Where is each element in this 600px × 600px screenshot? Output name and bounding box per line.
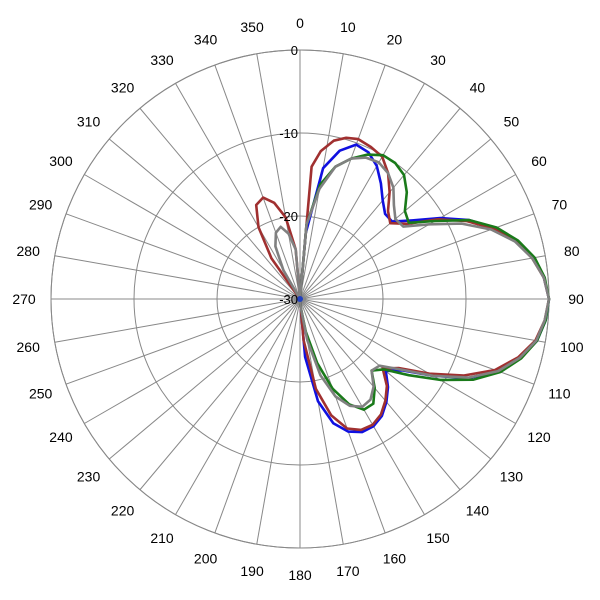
angle-tick-label: 60 — [531, 153, 547, 169]
angle-tick-label: 270 — [12, 291, 36, 307]
angle-tick-label: 350 — [240, 19, 264, 35]
grid-spoke — [299, 298, 386, 534]
grid-spoke — [299, 255, 546, 300]
grid-spoke — [139, 107, 301, 300]
grid-spoke — [299, 298, 492, 460]
grid-spoke — [299, 298, 461, 491]
grid-spoke — [84, 298, 301, 424]
angle-tick-label: 210 — [150, 530, 174, 546]
angle-tick-label: 310 — [77, 114, 101, 130]
angle-tick-label: 340 — [194, 32, 218, 48]
grid-spoke — [175, 83, 301, 300]
radial-tick-label: -10 — [279, 126, 298, 141]
series-line — [254, 196, 302, 301]
angle-tick-label: 90 — [568, 291, 584, 307]
angle-tick-label: 300 — [49, 153, 73, 169]
angle-tick-label: 100 — [560, 339, 584, 355]
series-line — [274, 225, 302, 301]
angle-tick-label: 20 — [387, 32, 403, 48]
angle-tick-label: 140 — [466, 502, 490, 518]
grid-spoke — [299, 298, 546, 343]
angle-tick-label: 160 — [383, 550, 407, 566]
angle-tick-label: 40 — [470, 80, 486, 96]
radial-tick-label: -30 — [279, 292, 298, 307]
angle-tick-label: 180 — [288, 567, 312, 583]
axis-labels: 0 10 20 30 40 50 60 70 80 90 100 110 120 130 140 150 160… — [12, 15, 584, 583]
grid-spoke — [256, 298, 301, 545]
series-line — [298, 156, 551, 409]
angle-tick-label: 280 — [17, 243, 41, 259]
grid-spoke — [54, 298, 301, 343]
grid-spoke — [299, 83, 425, 300]
angle-tick-label: 10 — [340, 19, 356, 35]
grid-spoke — [175, 298, 301, 515]
grid-spoke — [214, 298, 301, 534]
angle-tick-label: 320 — [111, 80, 135, 96]
angle-tick-label: 260 — [17, 339, 41, 355]
grid-spoke — [299, 107, 461, 300]
radial-tick-label: 0 — [291, 43, 298, 58]
angle-tick-label: 0 — [296, 15, 304, 31]
grid-spoke — [84, 174, 301, 300]
angle-tick-label: 170 — [336, 563, 360, 579]
grid-spoke — [139, 298, 301, 491]
grid-spoke — [65, 298, 301, 385]
grid-spoke — [299, 174, 516, 300]
series-layer — [254, 136, 551, 434]
angle-tick-label: 200 — [194, 550, 218, 566]
grid-spoke — [299, 64, 386, 300]
angle-tick-label: 120 — [527, 429, 551, 445]
grid-spoke — [299, 298, 516, 424]
angle-tick-label: 130 — [500, 468, 524, 484]
angle-tick-label: 50 — [504, 114, 520, 130]
grid-spoke — [108, 138, 301, 300]
angle-tick-label: 150 — [426, 530, 450, 546]
angle-tick-label: 80 — [564, 243, 580, 259]
grid-spoke — [54, 255, 301, 300]
angle-tick-label: 230 — [77, 468, 101, 484]
angle-tick-label: 290 — [29, 197, 53, 213]
grid-spoke — [256, 53, 301, 300]
center-point — [297, 296, 303, 302]
grid-spoke — [214, 64, 301, 300]
radial-tick-label: -20 — [279, 209, 298, 224]
angle-tick-label: 240 — [49, 429, 73, 445]
angle-tick-label: 250 — [29, 385, 53, 401]
angle-tick-label: 110 — [548, 385, 571, 401]
grid-spoke — [65, 213, 301, 300]
angle-tick-label: 220 — [111, 502, 135, 518]
angle-tick-label: 30 — [430, 52, 446, 68]
angle-tick-label: 190 — [240, 563, 264, 579]
angle-tick-label: 330 — [150, 52, 174, 68]
angle-tick-label: 70 — [552, 197, 568, 213]
grid-spoke — [108, 298, 301, 460]
